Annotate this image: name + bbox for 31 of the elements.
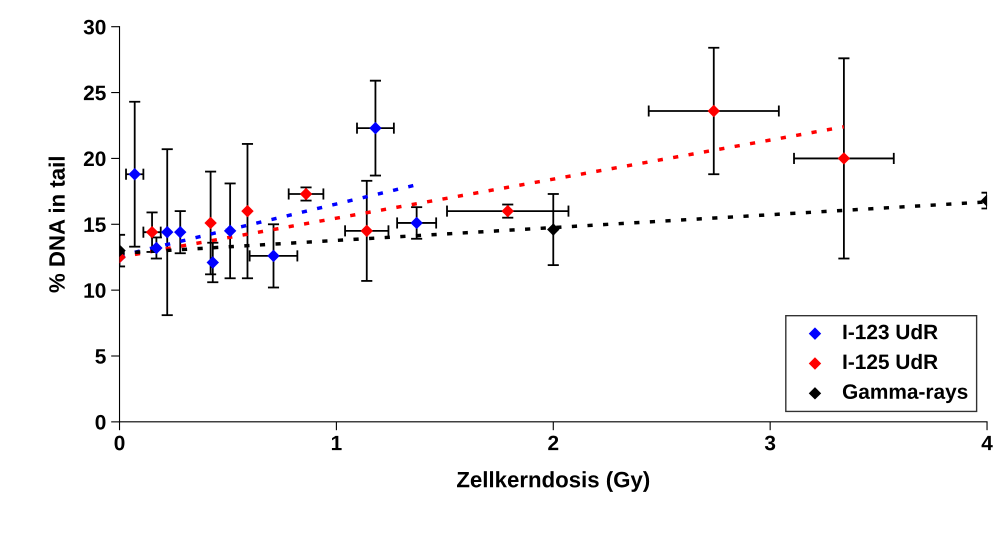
y-tick-label: 10 [84, 283, 106, 298]
point [410, 216, 423, 230]
point [838, 152, 850, 165]
point [267, 250, 280, 262]
point [128, 168, 141, 180]
y-tick-label: 0 [96, 414, 106, 430]
x-tick-label: 1 [332, 436, 342, 450]
point [204, 216, 217, 230]
y-tick-label: 15 [84, 217, 106, 232]
point [369, 122, 382, 134]
y-tick-label: 20 [84, 151, 106, 166]
x-tick-label: 3 [764, 436, 776, 450]
y-axis-title: % DNA in tail [48, 157, 65, 292]
legend-label: I-125 UdR [843, 354, 938, 370]
y-tick-label: 30 [84, 20, 106, 34]
x-tick-label: 0 [114, 436, 124, 450]
point [150, 242, 163, 254]
point [360, 224, 373, 238]
point [241, 204, 254, 218]
x-axis-title: Zellkerndosis (Gy) [457, 471, 650, 492]
point [708, 104, 720, 118]
legend-label: I-123 UdR [843, 324, 938, 340]
y-tick-label: 25 [84, 86, 106, 100]
legend-label: Gamma-rays [842, 384, 968, 404]
point [174, 226, 186, 238]
point [206, 256, 219, 269]
point [224, 224, 236, 238]
point [146, 226, 158, 238]
x-tick-label: 4 [982, 436, 993, 450]
x-tick-label: 2 [548, 436, 558, 450]
y-tick-label: 5 [95, 349, 106, 364]
